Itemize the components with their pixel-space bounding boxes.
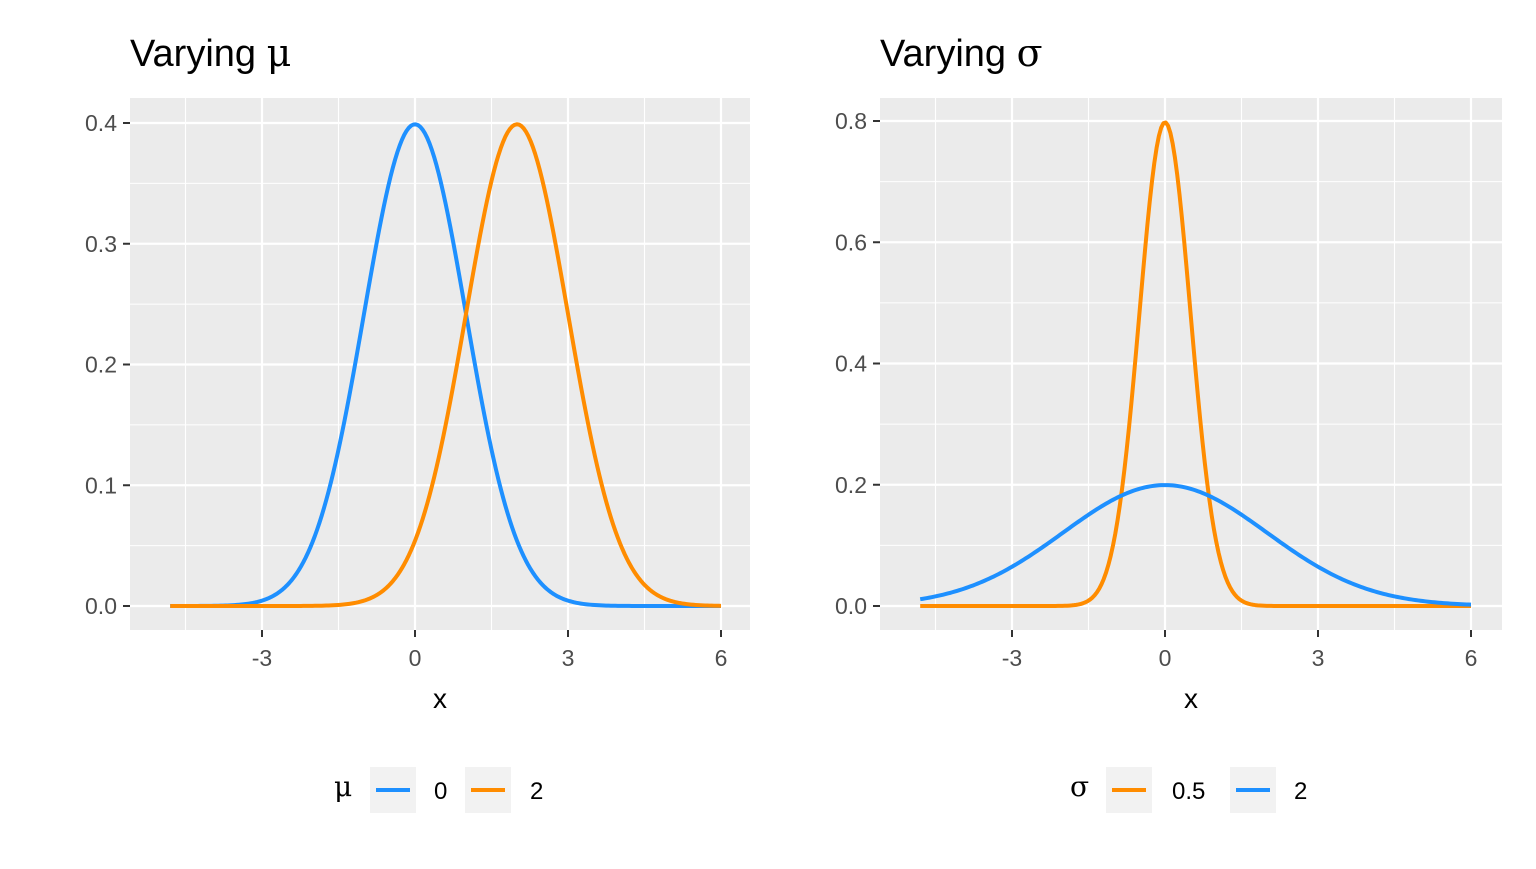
legend-label: 2	[1294, 778, 1307, 805]
series-line-2	[919, 483, 1472, 607]
x-tick-label: 6	[715, 645, 728, 671]
y-tick-label: 0.2	[85, 352, 117, 378]
chart-title-prefix: Varying	[130, 33, 267, 75]
y-tick-label: 0.1	[85, 472, 117, 498]
y-tick-label: 0.8	[835, 108, 867, 134]
series-line-1	[170, 122, 721, 608]
x-axis-label: x	[433, 683, 447, 714]
chart-title: Varying μ	[130, 31, 291, 75]
chart-title: Varying σ	[880, 31, 1043, 75]
x-tick-label: 0	[409, 645, 422, 671]
legend-label: 2	[530, 778, 543, 805]
x-tick-label: 6	[1465, 645, 1478, 671]
panel-1: -3 0 3 6 0.0 0.1 0.2 0.3 0.4 Varying μ x μ 0 2	[85, 31, 750, 813]
x-tick-label: -3	[252, 645, 272, 671]
y-tick-label: 0.4	[835, 351, 867, 377]
legend: σ 0.5 2	[1070, 767, 1307, 813]
y-tick-label: 0.0	[85, 593, 117, 619]
x-tick-label: 0	[1159, 645, 1172, 671]
series-line-1	[920, 120, 1471, 608]
legend-title: σ	[1070, 770, 1089, 803]
y-tick-label: 0.2	[835, 472, 867, 498]
legend-label: 0.5	[1172, 778, 1205, 805]
y-tick-label: 0.6	[835, 229, 867, 255]
x-axis-label: x	[1184, 683, 1198, 714]
legend-label: 0	[434, 778, 447, 805]
x-tick-label: -3	[1002, 645, 1022, 671]
chart-title-symbol: μ	[267, 31, 292, 75]
y-tick-label: 0.4	[85, 110, 117, 136]
y-tick-label: 0.0	[835, 593, 867, 619]
series-line-2	[170, 122, 722, 608]
chart-title-symbol: σ	[1017, 31, 1043, 75]
legend: μ 0 2	[334, 767, 543, 813]
x-tick-label: 3	[1312, 645, 1325, 671]
panel-2: -3 0 3 6 0.0 0.2 0.4 0.6 0.8 Varying σ x σ 0.5 2	[835, 31, 1502, 813]
legend-title: μ	[334, 770, 352, 803]
chart-title-prefix: Varying	[880, 33, 1017, 75]
y-tick-label: 0.3	[85, 231, 117, 257]
x-tick-label: 3	[562, 645, 575, 671]
